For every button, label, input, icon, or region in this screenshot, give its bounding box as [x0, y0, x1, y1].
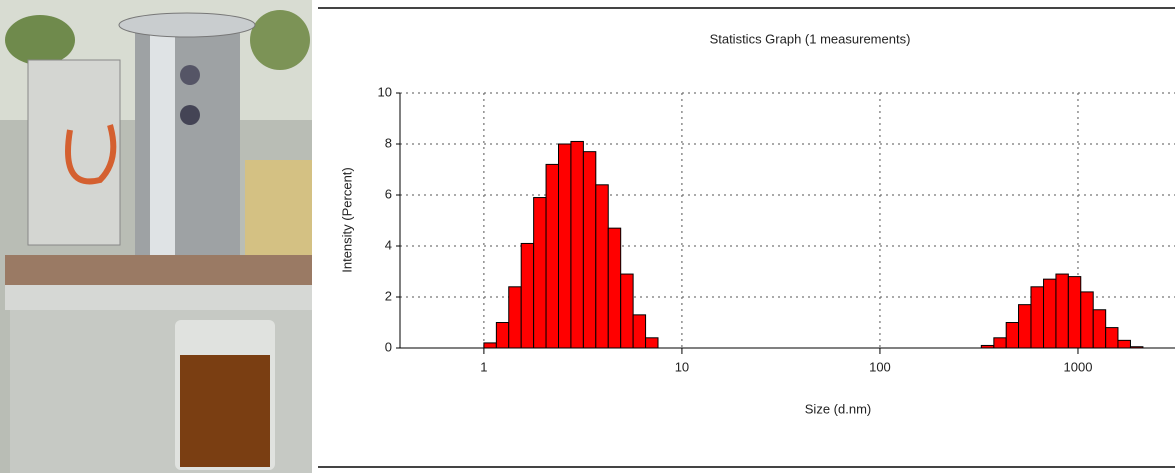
- bar: [1055, 273, 1069, 349]
- bar: [620, 273, 634, 349]
- pot-lid: [118, 12, 256, 38]
- bar: [632, 314, 647, 349]
- x-tick-label: 100: [869, 359, 891, 374]
- bar: [558, 143, 572, 349]
- y-tick-label: 0: [385, 339, 392, 354]
- x-tick-label: 1: [480, 359, 487, 374]
- bar: [1030, 286, 1045, 349]
- bar: [595, 184, 609, 349]
- steel-highlight: [150, 20, 175, 255]
- bar: [993, 337, 1007, 349]
- bar: [495, 322, 510, 349]
- bar: [533, 197, 547, 349]
- bar: [645, 337, 659, 349]
- brown-liquid: [180, 355, 270, 467]
- bar: [483, 342, 497, 349]
- x-tick-label: 10: [675, 359, 689, 374]
- y-tick-label: 2: [385, 288, 392, 303]
- y-tick-label: 10: [378, 84, 392, 99]
- machine: [27, 59, 121, 246]
- x-tick-label: 1000: [1064, 359, 1093, 374]
- table-top: [5, 255, 312, 285]
- bar: [1092, 309, 1107, 349]
- y-tick-label: 8: [385, 135, 392, 150]
- bar: [508, 286, 522, 349]
- y-axis-label: Intensity (Percent): [339, 167, 354, 273]
- beaker: [245, 160, 312, 255]
- plant: [5, 15, 75, 65]
- bar: [1005, 322, 1020, 349]
- bar: [520, 242, 535, 349]
- bar: [582, 151, 597, 349]
- bar: [545, 163, 560, 349]
- y-tick-label: 6: [385, 186, 392, 201]
- bar: [1018, 304, 1032, 349]
- bar: [1117, 339, 1131, 349]
- gauge: [180, 105, 200, 125]
- table-edge: [5, 285, 312, 310]
- bar: [1067, 276, 1082, 349]
- x-axis-label: Size (d.nm): [805, 401, 871, 416]
- chart-title: Statistics Graph (1 measurements): [710, 31, 911, 46]
- bar: [607, 227, 622, 349]
- tube: [65, 124, 117, 185]
- bar: [1080, 291, 1094, 349]
- bar: [1105, 327, 1119, 349]
- photo: [0, 0, 312, 473]
- plant: [250, 10, 310, 70]
- bar: [570, 140, 584, 349]
- plot: 0 2 4 6 8 10 1 10 100 1000: [378, 84, 1175, 374]
- y-tick-label: 4: [385, 237, 392, 252]
- gauge: [180, 65, 200, 85]
- bar: [1043, 278, 1057, 349]
